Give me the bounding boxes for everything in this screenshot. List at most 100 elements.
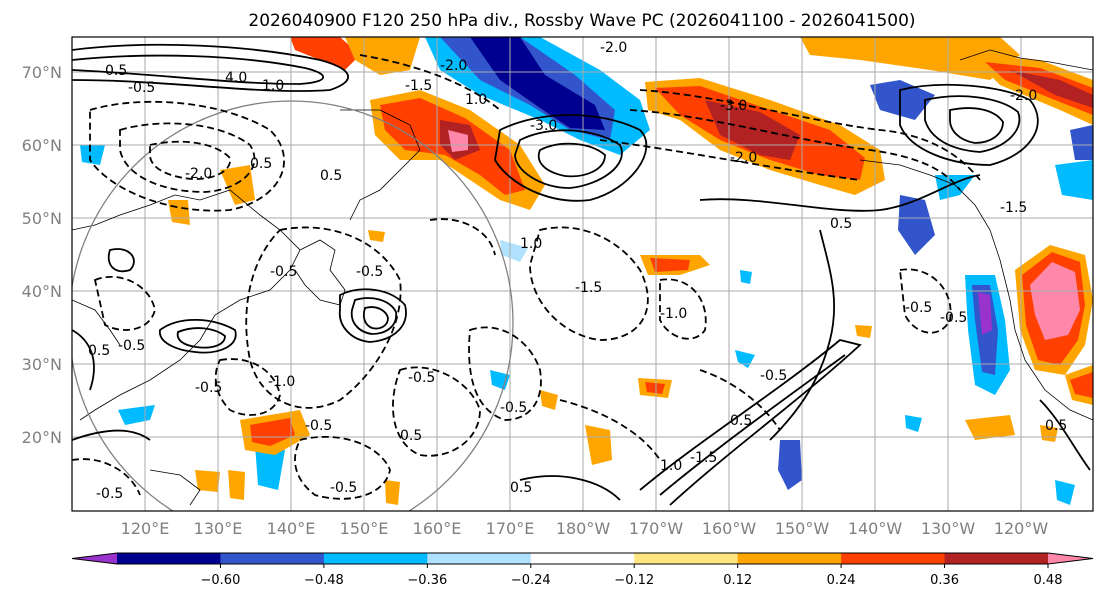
div-negative-region	[118, 405, 155, 425]
div-negative-region	[470, 37, 605, 130]
map-frame	[71, 36, 1094, 512]
contour-label: -1.5	[1000, 200, 1027, 216]
contour-label: 1.0	[262, 78, 284, 94]
colorbar-tick-label: −0.48	[304, 573, 344, 588]
contours-positive	[72, 43, 1091, 506]
contour-label: 4.0	[225, 70, 247, 86]
contour-label: -0.5	[118, 338, 145, 354]
contour-label: -0.5	[305, 418, 332, 434]
contour-label: 0.5	[830, 216, 852, 232]
contour-label: -1.5	[405, 78, 432, 94]
colorbar: −0.60 −0.48 −0.36 −0.24 −0.12 0.12 0.24 0.36 0.4…	[71, 552, 1094, 588]
div-positive-region	[1070, 372, 1093, 398]
contour-label: 1.0	[520, 236, 542, 252]
figure-title: 2026040900 F120 250 hPa div., Rossby Wav…	[248, 11, 915, 31]
contour-label: -0.5	[760, 368, 787, 384]
contour-label: -0.5	[356, 264, 383, 280]
contour-label: 0.5	[320, 168, 342, 184]
colorbar-tick-label: 0.24	[827, 573, 856, 588]
lon-label: 170°W	[629, 519, 684, 538]
div-negative-region	[905, 415, 922, 432]
contour-label: -1.0	[660, 306, 687, 322]
lon-label: 160°W	[702, 519, 757, 538]
contour-label: 1.0	[465, 92, 487, 108]
lon-label: 140°E	[267, 519, 316, 538]
contour-label: -0.5	[940, 310, 967, 326]
contour-label: -1.5	[575, 280, 602, 296]
colorbar-tick-label: 0.48	[1034, 573, 1063, 588]
lon-label: 150°E	[340, 519, 389, 538]
div-negative-region	[978, 292, 992, 335]
longitude-labels: 120°E 130°E 140°E 150°E 160°E 170°E 180°…	[121, 519, 1049, 538]
lon-label: 160°E	[413, 519, 462, 538]
div-positive-region	[585, 425, 612, 465]
div-positive-region	[220, 165, 255, 205]
div-positive-region	[650, 258, 690, 272]
contour-label: -0.5	[330, 480, 357, 496]
div-positive-region	[250, 418, 295, 446]
contour-label: -3.0	[530, 118, 557, 134]
div-positive-region	[855, 325, 872, 338]
contours-negative	[72, 54, 981, 500]
contour-labels: 0.5 -0.5 4.0 1.0 -2.0 0.5 0.5 -2.0 -2.0 …	[88, 40, 1067, 502]
rossby-wave-circle	[72, 100, 514, 511]
colorbar-tick-label: −0.36	[407, 573, 447, 588]
latitude-labels: 70°N 60°N 50°N 40°N 30°N 20°N	[22, 63, 62, 447]
colorbar-tick-label: 0.36	[930, 573, 959, 588]
div-negative-region	[1055, 160, 1093, 200]
div-positive-region	[1010, 70, 1093, 108]
div-negative-region	[898, 195, 935, 255]
div-positive-region	[385, 480, 400, 505]
div-positive-region	[540, 390, 558, 410]
contour-label: 0.5	[88, 343, 110, 359]
contour-label: -2.0	[440, 58, 467, 74]
div-positive-region	[1040, 425, 1058, 442]
map-content: 0.5 -0.5 4.0 1.0 -2.0 0.5 0.5 -2.0 -2.0 …	[72, 37, 1093, 511]
lat-label: 30°N	[22, 355, 62, 374]
colorbar-segment	[634, 553, 739, 564]
colorbar-segment	[427, 553, 532, 564]
contour-label: 0.5	[105, 63, 127, 79]
contour-label: -0.5	[96, 486, 123, 502]
colorbar-tick-label: −0.60	[201, 573, 241, 588]
div-negative-region	[1055, 480, 1075, 505]
map-panel: 0.5 -0.5 4.0 1.0 -2.0 0.5 0.5 -2.0 -2.0 …	[71, 36, 1094, 512]
colorbar-extend-low	[72, 553, 117, 564]
contour-label: -2.0	[1010, 88, 1037, 104]
contour-label: -0.5	[195, 380, 222, 396]
colorbar-segment	[530, 553, 635, 564]
lat-label: 60°N	[22, 136, 62, 155]
contour-label: -1.0	[268, 374, 295, 390]
colorbar-segment	[220, 553, 325, 564]
contour-label: -2.0	[185, 166, 212, 182]
colorbar-segment	[841, 553, 946, 564]
div-positive-region	[195, 470, 220, 492]
colorbar-outline	[71, 552, 1094, 565]
contour-label: 0.5	[1045, 418, 1067, 434]
lon-label: 170°E	[486, 519, 535, 538]
colorbar-tick-label: 0.12	[723, 573, 752, 588]
contour-label: 0.5	[730, 413, 752, 429]
colorbar-segment	[944, 553, 1049, 564]
lon-label: 180°W	[556, 519, 611, 538]
div-negative-region	[740, 270, 752, 284]
contour-label: 1.0	[660, 458, 682, 474]
lat-label: 70°N	[22, 63, 62, 82]
contour-label: -1.5	[690, 450, 717, 466]
div-negative-region	[80, 145, 105, 165]
div-positive-region	[1030, 262, 1080, 340]
lon-label: 140°W	[848, 519, 903, 538]
lat-label: 50°N	[22, 209, 62, 228]
lon-label: 150°W	[775, 519, 830, 538]
colorbar-segment	[737, 553, 842, 564]
contour-label: -0.5	[408, 370, 435, 386]
contour-label: -0.5	[128, 80, 155, 96]
colorbar-segments	[71, 552, 1094, 565]
contour-label: -0.5	[905, 300, 932, 316]
lat-label: 20°N	[22, 428, 62, 447]
colorbar-ticks: −0.60 −0.48 −0.36 −0.24 −0.12 0.12 0.24 0.36 0.4…	[201, 564, 1063, 588]
colorbar-segment	[117, 553, 221, 564]
coastlines	[72, 49, 1093, 506]
div-positive-region	[645, 382, 665, 394]
